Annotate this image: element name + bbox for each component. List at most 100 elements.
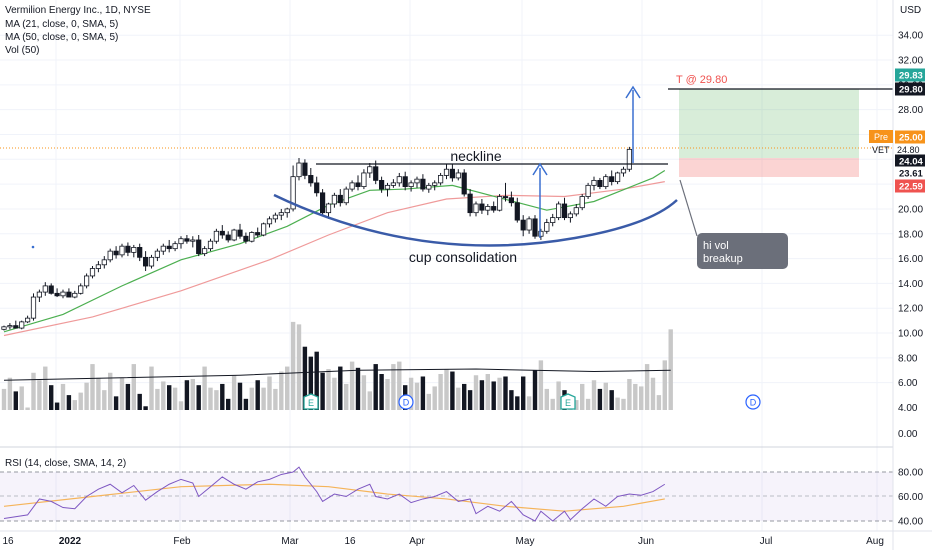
candle-body [184, 238, 190, 242]
candle-body [89, 268, 96, 277]
candle [219, 225, 225, 239]
volume-bar [538, 360, 544, 410]
candle-body [331, 194, 338, 205]
candle-body [119, 245, 125, 256]
volume-bar [367, 391, 372, 410]
candle-body [207, 240, 214, 250]
candle-body [125, 245, 131, 253]
candle [314, 176, 320, 197]
volume-bar [338, 366, 343, 410]
target-zone[interactable] [679, 89, 859, 158]
candle [201, 246, 208, 257]
candle [538, 228, 544, 240]
dividend-marker-1[interactable]: D [398, 394, 414, 410]
volume-bar [273, 388, 278, 410]
price-tick: 10.00 [898, 329, 923, 340]
candle [272, 212, 279, 223]
candle [526, 216, 532, 234]
volume-bar [644, 364, 650, 410]
volume-bar [96, 377, 101, 410]
volume-bar [344, 383, 349, 410]
target-badge-text: 29.80 [899, 85, 923, 96]
candle-body [284, 208, 290, 214]
volume-bar [521, 376, 526, 410]
volume-bar [113, 396, 119, 410]
callout-box[interactable] [697, 233, 788, 269]
volume-bar [84, 382, 89, 410]
candle-body [237, 229, 243, 237]
ma50-legend[interactable]: MA (50, close, 0, SMA, 5) [5, 32, 119, 43]
candle-body [113, 250, 119, 256]
time-tick: Jun [638, 536, 654, 547]
dividend-marker-2[interactable]: D [745, 394, 761, 410]
volume-bar [361, 375, 367, 410]
rsi-line [3, 466, 666, 522]
candle [284, 207, 290, 218]
volume-bar [633, 383, 638, 410]
ma21-legend[interactable]: MA (21, close, 0, SMA, 5) [5, 19, 119, 30]
candle-body [243, 235, 249, 242]
candle [479, 199, 485, 214]
candle-body [160, 245, 166, 252]
candle-body [461, 172, 467, 195]
candle [125, 242, 131, 257]
candle [225, 231, 231, 243]
candlesticks [1, 146, 633, 331]
volume-bar [485, 374, 490, 410]
neckline-label[interactable]: neckline [450, 148, 502, 164]
volume-bar [149, 366, 154, 410]
candle [72, 290, 78, 299]
candle [384, 182, 391, 197]
candle [154, 248, 160, 262]
target-label[interactable]: T @ 29.80 [676, 74, 727, 86]
candle [496, 194, 503, 212]
cup-label[interactable]: cup consolidation [409, 249, 517, 265]
volume-bar [391, 364, 396, 410]
candle [131, 244, 137, 258]
symbol-title[interactable]: Vermilion Energy Inc., 1D, NYSE [5, 5, 151, 16]
candle [626, 146, 633, 172]
cup-curve[interactable] [273, 193, 678, 247]
candle [620, 166, 627, 177]
earnings-marker-1[interactable]: E [303, 393, 319, 410]
candle [361, 169, 367, 190]
volume-bar [355, 367, 361, 410]
volume-bar [290, 321, 296, 410]
volume-bar [66, 395, 72, 410]
candle [550, 213, 556, 227]
earnings-marker-2[interactable]: E [560, 393, 576, 410]
volume-bar [526, 396, 532, 410]
candle [573, 203, 579, 217]
candle-body [609, 176, 615, 183]
ma21-line [3, 169, 666, 333]
volume-bar [385, 378, 390, 410]
volume-bar [627, 378, 632, 410]
candle-body [361, 172, 367, 188]
volume-bar [190, 378, 195, 410]
candle-body [7, 325, 13, 328]
pre-price-badge: 25.00 [895, 130, 925, 144]
candle-body [290, 176, 296, 210]
candle [556, 201, 562, 221]
candle [325, 202, 332, 219]
candle-body [384, 184, 391, 190]
volume-legend[interactable]: Vol (50) [5, 45, 40, 56]
candle-body [449, 168, 456, 179]
dividend-label-1: D [403, 398, 410, 408]
candle [319, 189, 326, 217]
volume-bar [220, 383, 225, 410]
volume-bar [161, 381, 166, 410]
rsi-legend[interactable]: RSI (14, close, SMA, 14, 2) [5, 458, 127, 469]
candle [19, 320, 25, 330]
candle-body [166, 245, 172, 250]
candle [255, 227, 261, 238]
stop-zone[interactable] [679, 158, 859, 177]
volume-bar [285, 366, 290, 410]
volume-bar [25, 407, 30, 410]
candle-body [78, 285, 84, 294]
price-tick: 34.00 [898, 31, 923, 42]
candle-body [107, 250, 113, 261]
candle [36, 289, 43, 303]
time-tick: 16 [2, 536, 14, 547]
